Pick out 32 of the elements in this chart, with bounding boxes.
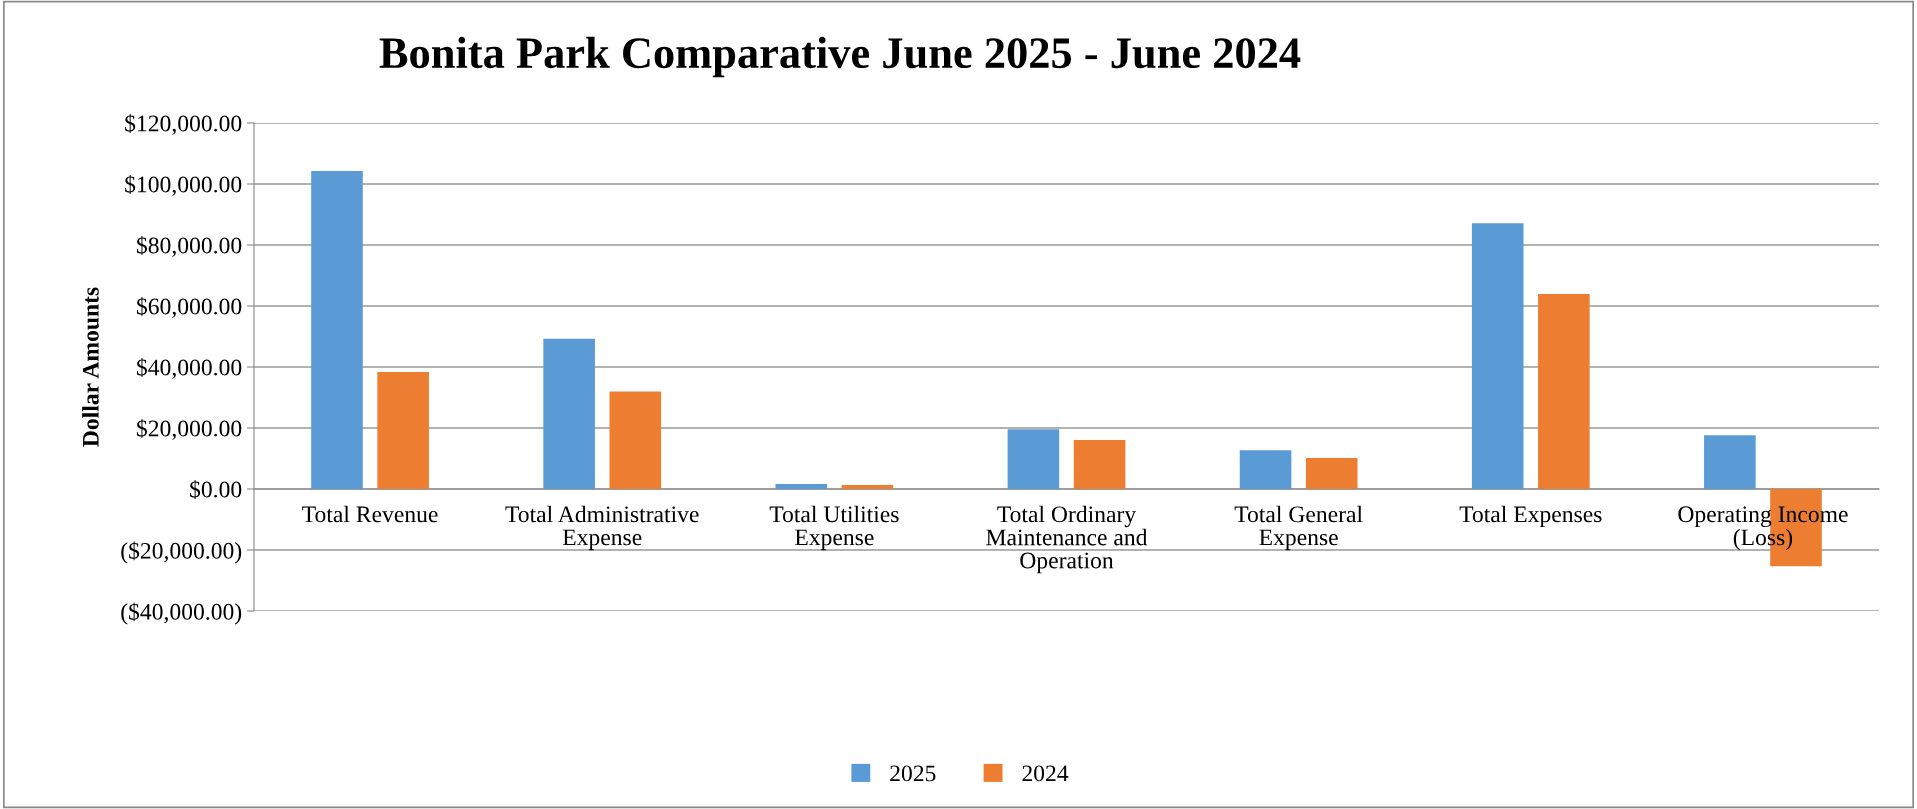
x-tick-label: Total Administrative Expense [505, 505, 699, 551]
bar [775, 484, 828, 489]
bar [609, 391, 662, 489]
y-tick-label: $60,000.00 [136, 297, 242, 318]
x-tick-label: Total Ordinary Maintenance and Operation [986, 505, 1148, 574]
bar [311, 170, 363, 489]
y-axis-title: Dollar Amounts [82, 287, 99, 447]
y-tick-label: $100,000.00 [125, 175, 242, 196]
bar [543, 338, 595, 489]
x-tick-label: Total Expenses [1459, 505, 1602, 528]
y-tick-label: $0.00 [190, 480, 242, 499]
bar [1007, 429, 1060, 489]
y-tick-label: $40,000.00 [136, 358, 242, 379]
legend-label: 2025 [890, 765, 936, 782]
bar [1073, 439, 1126, 489]
x-tick-label: Total Revenue [302, 505, 438, 523]
legend-label: 2024 [1022, 765, 1069, 782]
x-tick-label: Total General Expense [1234, 505, 1363, 551]
y-tick-label: $20,000.00 [136, 419, 242, 440]
bar [841, 485, 894, 489]
bar [1704, 435, 1756, 489]
bar [1305, 457, 1358, 489]
y-tick-label: ($20,000.00) [121, 541, 242, 564]
y-tick-label: ($40,000.00) [121, 602, 242, 625]
y-tick-label: $120,000.00 [125, 114, 242, 135]
bar [1471, 223, 1524, 489]
y-tick-label: $80,000.00 [136, 236, 242, 257]
bar [377, 371, 429, 489]
chart-title: Bonita Park Comparative June 2025 - June 2024 [379, 36, 1301, 78]
x-tick-label: Total Utilities Expense [769, 505, 899, 551]
bar [1538, 294, 1590, 489]
bar [1239, 450, 1292, 489]
